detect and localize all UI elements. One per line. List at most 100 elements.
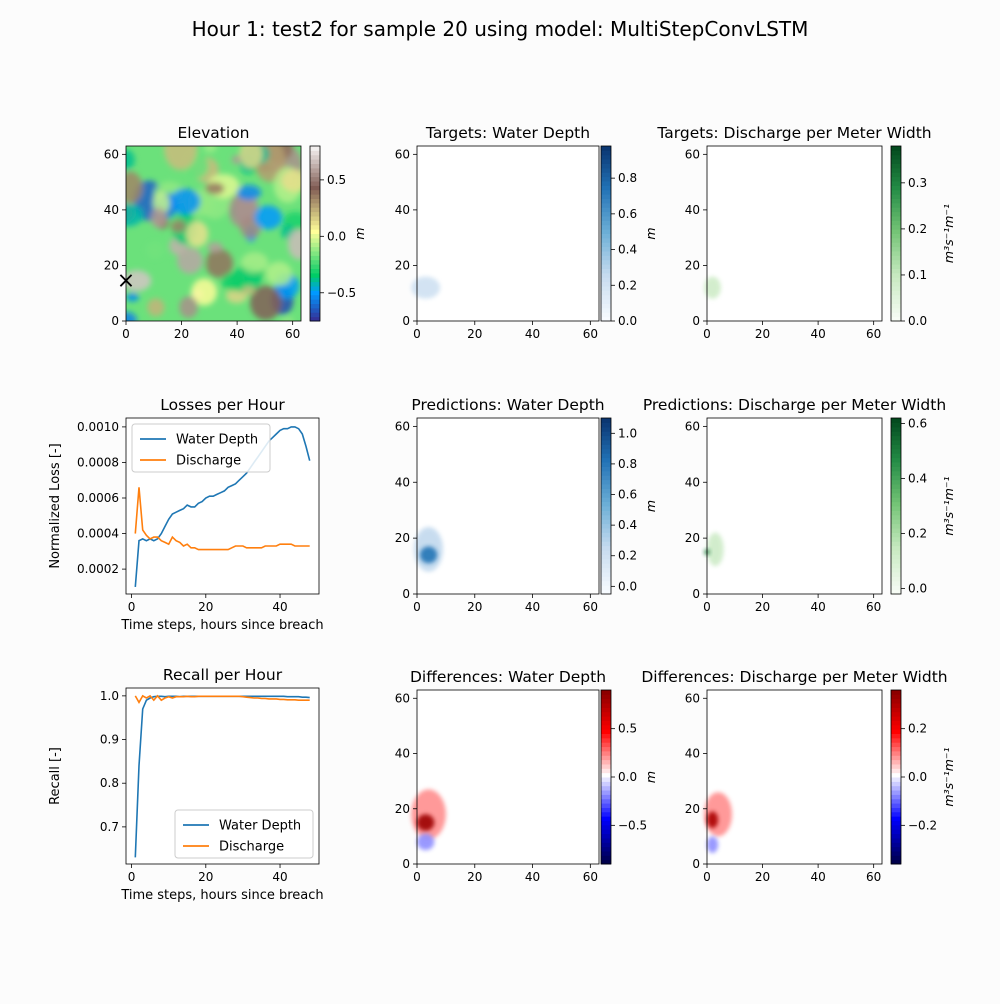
colorbar-segment <box>601 418 611 423</box>
colorbar-segment <box>891 159 901 164</box>
colorbar: 0.5 0.0 −0.5 m <box>600 689 658 865</box>
colorbar-segment <box>310 264 320 269</box>
elevation-feature <box>205 182 225 195</box>
colorbar-segment <box>891 307 901 313</box>
colorbar-segment <box>891 466 901 472</box>
elevation-feature <box>126 203 144 227</box>
colorbar-segment <box>891 729 901 734</box>
colorbar-segment <box>310 316 320 322</box>
elevation-feature <box>240 252 269 273</box>
colorbar-segment <box>601 150 611 156</box>
y-tick-label: 60 <box>395 691 410 705</box>
colorbar-segment <box>601 716 611 721</box>
colorbar-segment <box>891 146 901 151</box>
x-tick-label: 20 <box>755 600 770 614</box>
colorbar-segment <box>310 150 320 156</box>
colorbar-segment <box>601 286 611 291</box>
y-tick-label: 0.0006 <box>77 491 119 505</box>
colorbar-segment <box>601 698 611 704</box>
colorbar-segment <box>891 281 901 287</box>
plot-background <box>707 690 882 864</box>
colorbar-segment <box>891 820 901 826</box>
colorbar-segment <box>310 255 320 261</box>
elevation-feature <box>207 242 223 253</box>
colorbar-segment <box>601 755 611 761</box>
colorbar-segment <box>891 716 901 721</box>
series-line <box>134 426 311 587</box>
colorbar-segment <box>891 497 901 503</box>
colorbar-segment <box>891 532 901 538</box>
colorbar-segment <box>601 303 611 309</box>
elevation-feature <box>203 146 217 153</box>
colorbar-segment <box>891 506 901 511</box>
colorbar-segment <box>891 790 901 795</box>
colorbar-segment <box>891 216 901 221</box>
colorbar-segment <box>891 694 901 700</box>
colorbar-segment <box>891 794 901 800</box>
colorbar-segment <box>310 172 320 178</box>
colorbar-segment <box>601 422 611 428</box>
colorbar-segment <box>310 146 320 151</box>
colorbar-segment <box>310 211 320 217</box>
y-tick-label: 1.0 <box>100 689 119 703</box>
elevation-feature <box>280 316 295 321</box>
colorbar-segment <box>891 514 901 520</box>
elevation-feature <box>265 261 293 286</box>
colorbar-tick-label: 0.5 <box>327 173 346 187</box>
colorbar-segment <box>891 488 901 494</box>
colorbar-segment <box>891 742 901 748</box>
colorbar-segment <box>891 833 901 839</box>
colorbar-segment <box>891 541 901 547</box>
colorbar-segment <box>891 772 901 778</box>
colorbar-segment <box>601 229 611 234</box>
colorbar-segment <box>601 846 611 852</box>
colorbar-segment <box>601 859 611 865</box>
colorbar-segment <box>601 803 611 808</box>
y-tick-label: 0 <box>402 314 410 328</box>
colorbar-segment <box>601 251 611 256</box>
y-tick-label: 60 <box>685 419 700 433</box>
x-tick-label: 40 <box>525 327 540 341</box>
legend-label: Water Depth <box>176 433 258 448</box>
y-tick-label: 20 <box>685 258 700 272</box>
colorbar-tick-label: 0.5 <box>618 722 637 736</box>
colorbar-segment <box>310 237 320 243</box>
colorbar-segment <box>891 768 901 774</box>
colorbar-segment <box>601 501 611 507</box>
colorbar-segment <box>601 729 611 734</box>
legend: Water Depth Discharge <box>174 809 314 859</box>
colorbar-segment <box>601 742 611 748</box>
colorbar-tick-label: 0.2 <box>618 278 637 292</box>
colorbar-tick-label: 0.6 <box>618 207 637 221</box>
x-tick-label: 40 <box>810 327 825 341</box>
colorbar-segment <box>891 418 901 423</box>
colorbar-segment <box>891 211 901 217</box>
colorbar-segment <box>891 290 901 296</box>
x-tick-label: 60 <box>583 870 598 884</box>
colorbar-segment <box>601 316 611 322</box>
y-tick-label: 0.8 <box>100 776 119 790</box>
colorbar-segment <box>601 837 611 843</box>
colorbar-segment <box>891 163 901 169</box>
y-tick-label: 60 <box>685 691 700 705</box>
colorbar-segment <box>601 720 611 726</box>
colorbar-tick-label: −0.5 <box>618 818 647 832</box>
x-tick-label: 20 <box>755 327 770 341</box>
legend-box <box>131 423 271 473</box>
colorbar-segment <box>891 272 901 278</box>
panel-title: Losses per Hour <box>160 396 285 414</box>
x-tick-label: 40 <box>525 870 540 884</box>
colorbar-segment <box>601 763 611 769</box>
colorbar-segment <box>601 242 611 248</box>
colorbar-segment <box>310 294 320 300</box>
colorbar-segment <box>891 724 901 730</box>
elevation-feature <box>191 278 218 306</box>
colorbar-segment <box>891 194 901 199</box>
colorbar-segment <box>891 580 901 586</box>
colorbar-segment <box>310 202 320 208</box>
y-tick-label: 40 <box>685 203 700 217</box>
colorbar-segment <box>891 448 901 454</box>
colorbar-frame <box>309 145 321 322</box>
colorbar-segment <box>310 272 320 278</box>
